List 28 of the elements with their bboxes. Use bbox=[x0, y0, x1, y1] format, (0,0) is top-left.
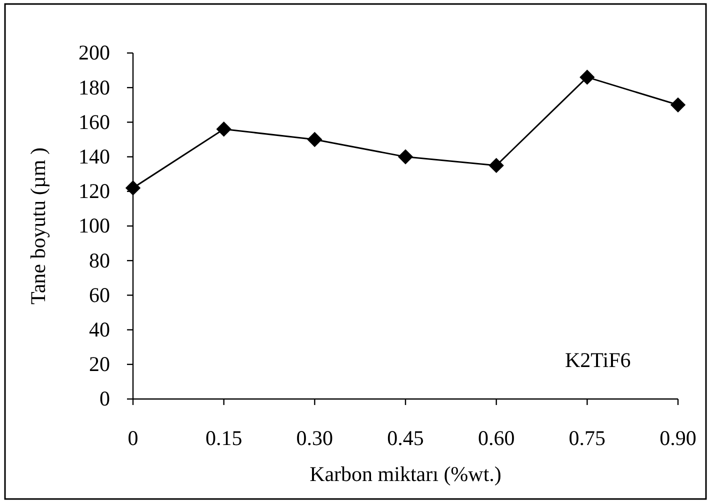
point bbox=[398, 149, 414, 164]
x-tick-label: 0.90 bbox=[660, 426, 696, 450]
point bbox=[670, 97, 686, 112]
point bbox=[307, 132, 322, 148]
y-tick-label: 140 bbox=[78, 144, 110, 169]
y-tick-label: 180 bbox=[78, 75, 110, 100]
point bbox=[488, 158, 504, 174]
y-tick-label: 80 bbox=[89, 248, 110, 272]
y-tick-label: 20 bbox=[89, 352, 110, 376]
x-tick-label: 0.75 bbox=[568, 426, 606, 450]
annotation: K2TiF6 bbox=[565, 348, 631, 372]
y-tick-label: 60 bbox=[89, 282, 110, 307]
x-tick-label: 0.60 bbox=[478, 426, 515, 450]
x-tick-label: 0.30 bbox=[296, 426, 334, 450]
x-tick-label: 0 bbox=[128, 426, 138, 450]
y-tick-label: 160 bbox=[78, 110, 110, 134]
y-axis-title: Tane boyutu (µm ) bbox=[26, 147, 50, 305]
x-tick-label: 0.45 bbox=[387, 426, 424, 450]
y-tick-label: 120 bbox=[78, 179, 110, 204]
x-axis-title: Karbon miktarı (%wt.) bbox=[310, 462, 502, 486]
point bbox=[216, 122, 232, 137]
y-tick-label: 200 bbox=[78, 40, 110, 65]
y-tick-label: 40 bbox=[89, 318, 110, 342]
point bbox=[125, 180, 141, 196]
x-tick-label: 0.15 bbox=[205, 426, 242, 450]
y-tick-label: 0 bbox=[100, 386, 110, 411]
y-tick-label: 100 bbox=[78, 214, 110, 238]
point bbox=[580, 70, 595, 85]
